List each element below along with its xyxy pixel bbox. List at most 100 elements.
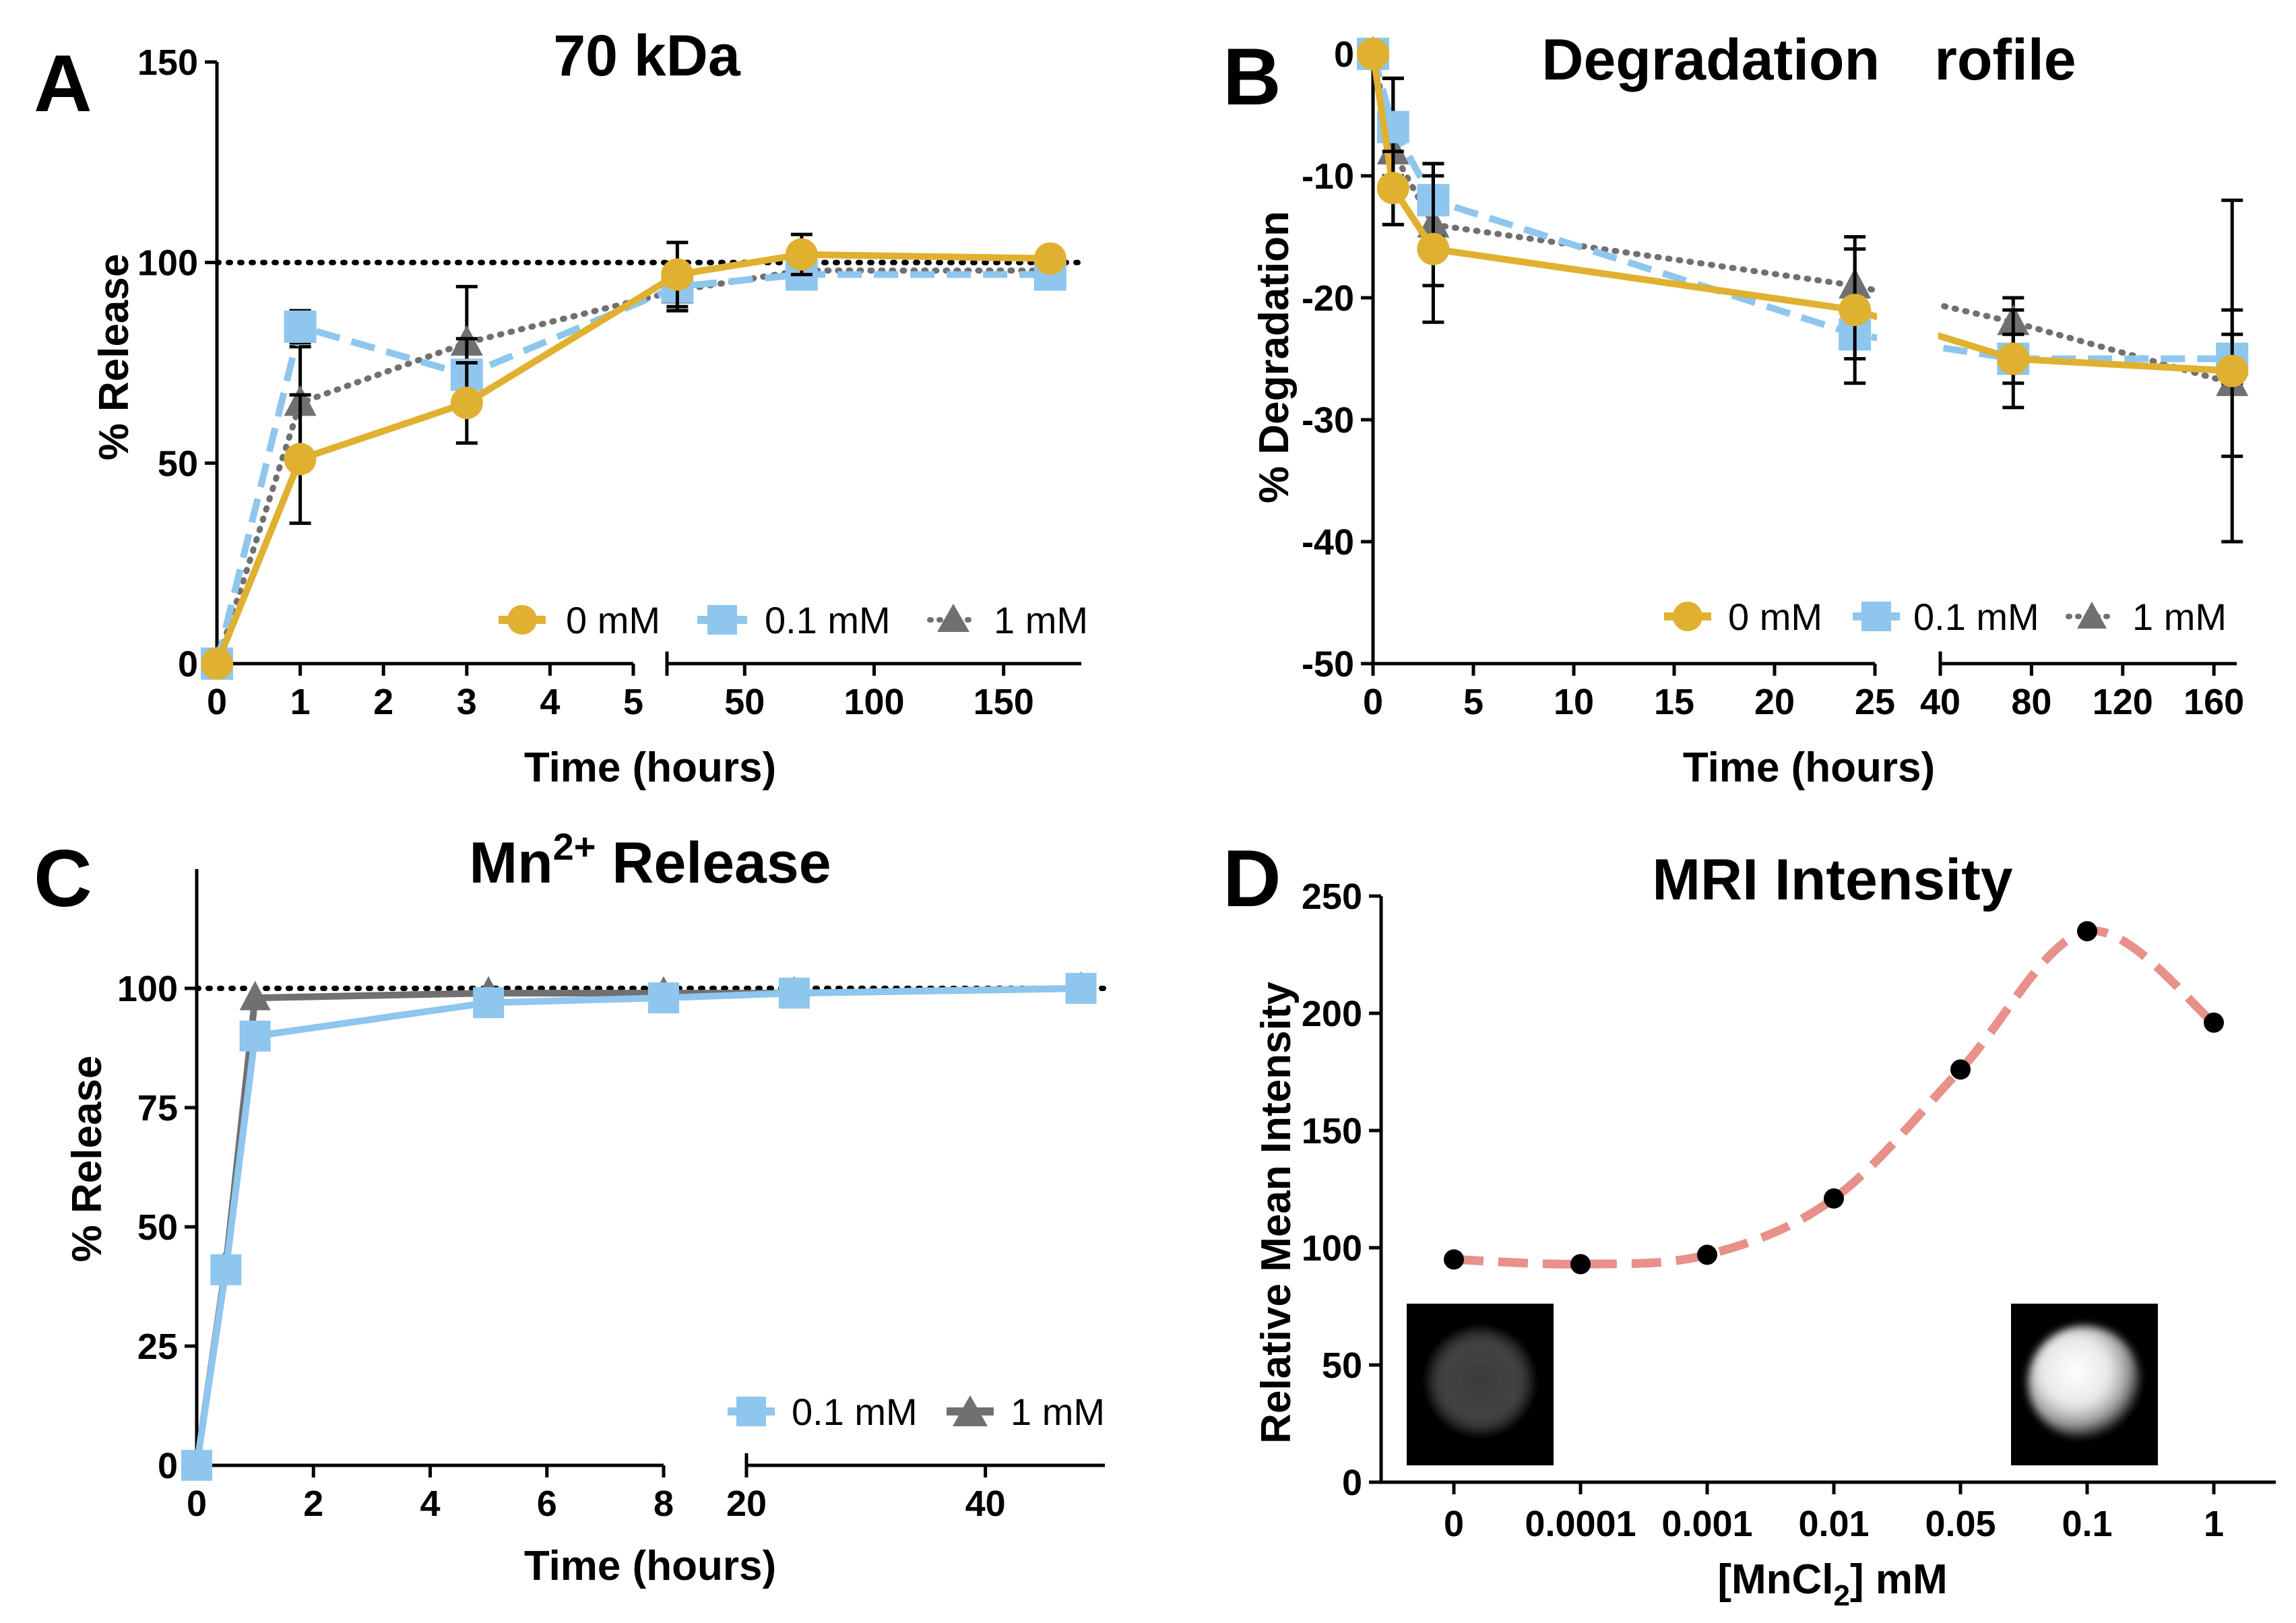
panel-c-legend: 0.1 mM 1 mM	[728, 1391, 1105, 1433]
series-line	[1370, 51, 2236, 375]
panel-a-title: 70 kDa	[553, 24, 740, 88]
data-point	[450, 387, 483, 420]
series-line	[193, 985, 1085, 1469]
series-0mM	[1357, 38, 2249, 544]
legend-marker-circle	[1673, 602, 1702, 631]
data-point	[201, 647, 233, 680]
x-tick-label: 0.05	[1925, 1504, 1996, 1544]
x-tick-label: 5	[623, 682, 643, 722]
data-point	[284, 443, 317, 476]
panel-c-y-label: % Release	[64, 1056, 110, 1263]
y-tick-label: 50	[137, 1207, 178, 1248]
legend-label-01mM: 0.1 mM	[1913, 596, 2039, 638]
dim-mri-disc-icon	[1425, 1326, 1535, 1436]
series-line	[214, 267, 1054, 667]
data-point	[2204, 1012, 2224, 1033]
x-tick-label: 120	[2093, 682, 2153, 722]
x-tick-label: 80	[2011, 682, 2051, 722]
y-tick-label: 100	[137, 243, 198, 284]
x-tick-label: 0.0001	[1525, 1504, 1636, 1544]
mri-inset-low	[1407, 1304, 1554, 1465]
series-1mM	[181, 971, 1097, 1478]
x-tick-label: 4	[540, 682, 560, 722]
data-point	[1570, 1254, 1591, 1275]
panel-a: A 70 kDa % Release Time (hours) 05010015…	[34, 24, 1088, 791]
x-tick-label: 1	[290, 682, 311, 722]
y-tick-label: 150	[137, 42, 198, 83]
series-line	[1370, 53, 2233, 362]
x-tick-label: 20	[726, 1484, 767, 1524]
x-tick-label: 0.1	[2062, 1504, 2112, 1544]
panel-letter-b: B	[1223, 32, 1281, 122]
legend-marker-square	[707, 605, 737, 635]
panel-letter-d: D	[1223, 833, 1281, 924]
x-tick-label: 10	[1554, 682, 1594, 722]
data-point	[1697, 1244, 1717, 1265]
x-tick-label: 5	[1463, 682, 1484, 722]
x-tick-label: 4	[420, 1484, 440, 1524]
x-tick-label: 0	[187, 1484, 207, 1524]
legend-marker-triangle	[2077, 602, 2107, 629]
y-tick-label: -20	[1302, 278, 1354, 319]
data-point	[181, 1450, 212, 1481]
data-point	[239, 980, 271, 1011]
legend-label-1mM: 1 mM	[2132, 596, 2227, 638]
y-tick-label: 100	[1302, 1228, 1362, 1269]
data-point	[1417, 232, 1450, 265]
panel-d: D MRI Intensity Relative Mean Intensity …	[1223, 833, 2276, 1612]
data-point	[473, 987, 505, 1019]
panel-d-x-label: [MnCl2] mM	[1717, 1556, 1947, 1612]
x-tick-label: 25	[1855, 682, 1895, 722]
y-tick-label: 0	[1334, 34, 1354, 75]
legend-label-1mM: 1 mM	[994, 599, 1088, 641]
x-tick-label: 40	[965, 1484, 1006, 1524]
x-tick-label: 0.01	[1798, 1504, 1869, 1544]
series-line	[214, 271, 1050, 665]
y-tick-label: 200	[1302, 994, 1362, 1034]
panel-a-y-label: % Release	[91, 254, 137, 461]
mri-intensity-line	[1453, 926, 2217, 1269]
x-tick-label: 100	[843, 682, 904, 722]
panel-b: B Degradation Profile % Degradation Time…	[1223, 27, 2249, 791]
data-point	[1824, 1188, 1844, 1209]
y-tick-label: 50	[158, 443, 198, 484]
data-point	[1033, 242, 1066, 275]
panel-b-title: Degradation Profile	[1541, 28, 2076, 92]
x-tick-label: 2	[373, 682, 393, 722]
y-tick-label: -50	[1302, 644, 1354, 685]
y-tick-label: -30	[1302, 400, 1354, 441]
x-tick-label: 8	[653, 1484, 674, 1524]
panel-a-x-label: Time (hours)	[524, 744, 776, 791]
y-tick-label: 100	[117, 969, 178, 1009]
panel-b-legend: 0 mM 0.1 mM 1 mM	[1664, 596, 2227, 638]
y-tick-label: 75	[137, 1088, 178, 1128]
series-1mM	[1357, 36, 2249, 458]
panel-c-title: Mn2+ Release	[469, 825, 831, 895]
legend-marker-square	[736, 1397, 766, 1426]
legend-marker-triangle	[953, 1395, 988, 1426]
legend-marker-square	[1861, 602, 1891, 631]
data-point	[785, 238, 818, 271]
data-point	[1357, 38, 1389, 70]
panel-c: C Mn2+ Release % Release Time (hours) 0 2…	[34, 825, 1108, 1589]
x-tick-label: 3	[457, 682, 477, 722]
x-tick-label: 0	[1444, 1504, 1464, 1544]
y-tick-label: 250	[1302, 877, 1362, 917]
legend-label-01mM: 0.1 mM	[765, 599, 891, 641]
data-point	[1376, 172, 1409, 205]
y-tick-label: 0	[178, 644, 198, 685]
panel-b-x-label: Time (hours)	[1683, 744, 1935, 791]
y-tick-label: 50	[1322, 1345, 1362, 1386]
y-tick-label: -40	[1302, 522, 1354, 563]
data-point	[1950, 1059, 1971, 1080]
data-point	[210, 1254, 242, 1285]
data-point	[778, 978, 810, 1009]
panel-a-legend: 0 mM 0.1 mM 1 mM	[499, 599, 1088, 641]
panel-c-x-label: Time (hours)	[524, 1543, 776, 1589]
data-point	[284, 310, 317, 343]
x-tick-label: 40	[1920, 682, 1960, 722]
data-point	[2077, 921, 2097, 942]
data-point	[1839, 294, 1872, 327]
series-line	[1370, 51, 2235, 387]
